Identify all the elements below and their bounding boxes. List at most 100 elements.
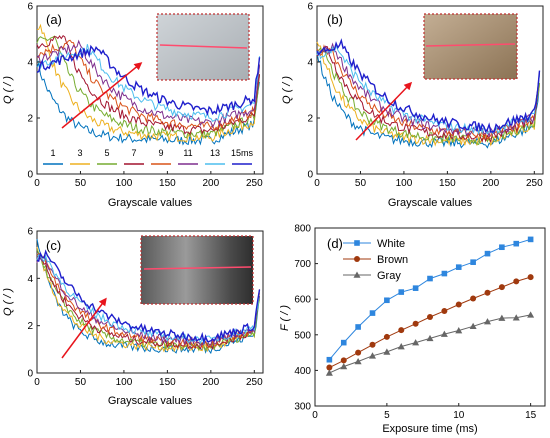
- data-point: [513, 278, 520, 285]
- data-point: [426, 334, 434, 342]
- legend-label: 3: [77, 148, 82, 158]
- laser-line: [425, 43, 516, 47]
- x-tick-label: 100: [116, 178, 133, 189]
- data-point: [498, 284, 505, 291]
- panel-d: 0 5 10 15 300 400 500 600 700 800 (d) Exposure ti…: [279, 224, 546, 435]
- legend-label: 13: [210, 148, 220, 158]
- data-point: [326, 364, 333, 371]
- x-axis-label: Grayscale values: [108, 197, 193, 209]
- legend-label: 7: [131, 148, 136, 158]
- x-tick-label: 100: [116, 377, 133, 388]
- x-tick-label: 250: [526, 178, 543, 189]
- y-tick-label: 2: [307, 114, 313, 125]
- plot-frame: [314, 227, 546, 407]
- x-axis-label: Exposure time (ms): [382, 423, 477, 435]
- y-tick-label: 4: [27, 58, 33, 69]
- x-tick-label: 150: [159, 377, 176, 388]
- y-tick-label: 2: [27, 321, 33, 332]
- x-tick-label: 15: [525, 410, 537, 421]
- series-line: [36, 238, 260, 355]
- data-point: [383, 348, 391, 355]
- y-tick-label: 6: [27, 227, 33, 238]
- inset-photo-brown: [423, 13, 518, 80]
- x-tick-label: 0: [34, 377, 40, 388]
- series-line: [36, 249, 261, 345]
- plot-frame: [36, 5, 264, 175]
- ticks-a: 0 50 100 150 200 250 0 2 4 6: [27, 2, 263, 190]
- data-point: [455, 327, 463, 334]
- series-line: [36, 44, 261, 117]
- series-line: [36, 34, 260, 136]
- legend-label: White: [377, 238, 405, 250]
- panel-label: (c): [46, 238, 61, 253]
- data-point: [354, 256, 360, 262]
- data-point: [325, 369, 333, 376]
- x-tick-label: 50: [75, 178, 87, 189]
- ticks-c: 0 50 100 150 200 250 0 2 4 6: [27, 227, 263, 389]
- plot-frame: [316, 5, 544, 175]
- data-point: [427, 275, 433, 282]
- series-line: [36, 246, 260, 353]
- data-point: [397, 343, 405, 350]
- data-point: [441, 307, 448, 314]
- data-point: [398, 327, 405, 334]
- y-tick-label: 0: [307, 170, 313, 181]
- data-point: [369, 341, 376, 348]
- ticks-d: 0 5 10 15 300 400 500 600 700 800: [294, 224, 536, 422]
- data-point: [440, 330, 448, 337]
- ticks-b: 0 50 100 150 200 250 0 2 4 6: [307, 2, 543, 190]
- panel-label: (a): [46, 12, 62, 27]
- x-tick-label: 5: [384, 410, 390, 421]
- y-tick-label: 0: [27, 369, 33, 380]
- y-tick-label: 2: [27, 114, 33, 125]
- data-point: [340, 339, 347, 346]
- x-tick-label: 0: [34, 178, 40, 189]
- series-line: [316, 42, 540, 137]
- data-point: [340, 357, 347, 364]
- series-line: [329, 238, 531, 361]
- panel-label: (b): [327, 12, 343, 27]
- y-axis-label: Q ( / ): [2, 288, 14, 316]
- panel-b: 0 50 100 150 200 250 0 2 4 6 (b) Grayscale values…: [281, 2, 544, 209]
- x-tick-label: 150: [159, 178, 176, 189]
- data-point: [527, 274, 534, 281]
- legend-d: White Brown Gray: [343, 238, 408, 282]
- series-line: [36, 39, 260, 132]
- legend-label: 9: [158, 148, 163, 158]
- y-tick-label: 400: [294, 366, 311, 377]
- x-tick-label: 200: [483, 178, 500, 189]
- data-point: [455, 301, 462, 308]
- y-tick-label: 800: [294, 224, 311, 235]
- x-tick-label: 150: [439, 178, 456, 189]
- x-tick-label: 0: [314, 178, 320, 189]
- legend-label: 1: [50, 148, 55, 158]
- inset-photo-gray: [140, 235, 254, 305]
- x-axis-label: Grayscale values: [108, 395, 193, 407]
- x-tick-label: 200: [203, 178, 220, 189]
- data-point: [353, 271, 361, 278]
- y-tick-label: 500: [294, 330, 311, 341]
- data-point: [484, 289, 491, 296]
- legend-label: Brown: [377, 254, 408, 266]
- legend-label: Gray: [377, 270, 401, 282]
- laser-line: [159, 44, 248, 49]
- data-point: [383, 333, 390, 340]
- data-point: [398, 289, 405, 295]
- data-point: [499, 244, 505, 251]
- data-point: [470, 259, 476, 265]
- y-tick-label: 6: [27, 2, 33, 13]
- trend-arrow: [355, 81, 413, 141]
- data-point: [512, 314, 520, 321]
- panel-label: (d): [327, 236, 343, 251]
- data-point: [355, 349, 362, 356]
- y-tick-label: 600: [294, 295, 311, 306]
- data-point: [369, 352, 376, 359]
- series-line: [36, 44, 260, 122]
- panel-a: 0 50 100 150 200 250 0 2 4 6 (a) Grayscale values…: [2, 2, 264, 209]
- data-point: [369, 310, 376, 316]
- data-point: [354, 358, 362, 365]
- series-line: [36, 249, 260, 353]
- data-point: [354, 240, 360, 246]
- series-line: [36, 61, 260, 146]
- data-point: [455, 264, 462, 270]
